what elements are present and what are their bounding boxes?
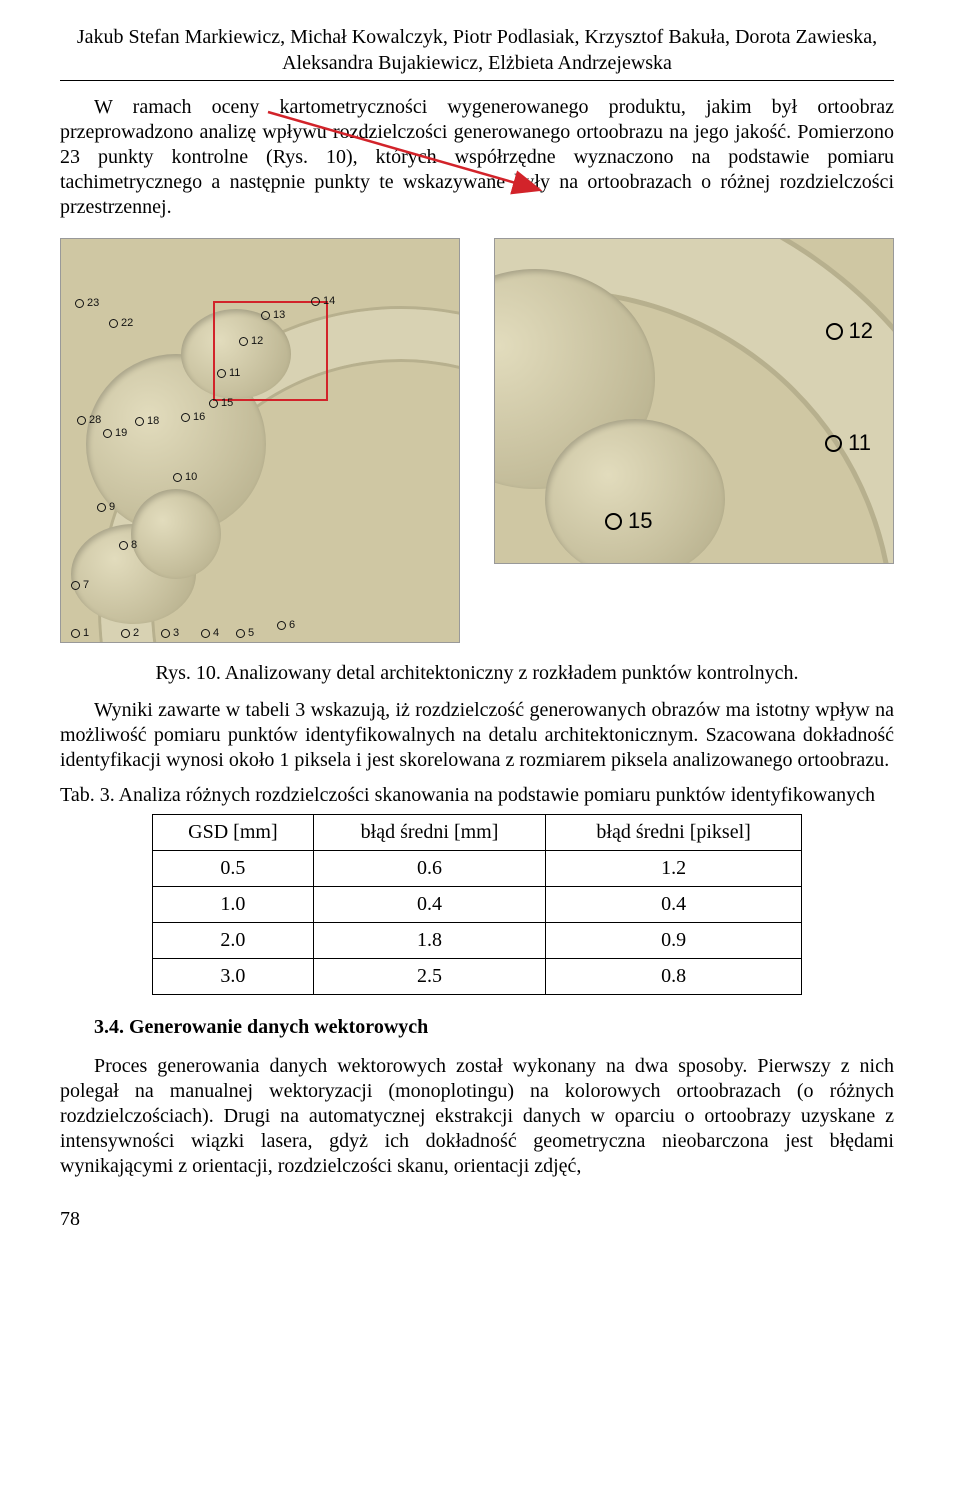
paragraph-3: Proces generowania danych wektorowych zo…: [60, 1054, 894, 1179]
point-9: 9: [97, 501, 115, 515]
col-err-pixel: błąd średni [piksel]: [545, 815, 801, 851]
table-header-row: GSD [mm] błąd średni [mm] błąd średni [p…: [152, 815, 802, 851]
table-3-caption: Tab. 3. Analiza różnych rozdzielczości s…: [60, 783, 894, 808]
figure-10-left: 23 22 13 14 12 11 28 19 18 16 15 10 9 8 …: [60, 238, 460, 643]
table-row: 2.0 1.8 0.9: [152, 923, 802, 959]
figure-10-container: 23 22 13 14 12 11 28 19 18 16 15 10 9 8 …: [60, 238, 894, 643]
col-gsd: GSD [mm]: [152, 815, 313, 851]
point-10: 10: [173, 471, 197, 485]
point-5: 5: [236, 627, 254, 641]
header-rule: [60, 80, 894, 81]
point-15: 15: [209, 397, 233, 411]
header-line-1: Jakub Stefan Markiewicz, Michał Kowalczy…: [77, 26, 877, 48]
point-1: 1: [71, 627, 89, 641]
point-big-15: 15: [605, 507, 652, 535]
paragraph-2: Wyniki zawarte w tabeli 3 wskazują, iż r…: [60, 698, 894, 773]
page-number: 78: [60, 1207, 894, 1232]
header-line-2: Aleksandra Bujakiewicz, Elżbieta Andrzej…: [282, 52, 672, 74]
point-big-12: 12: [826, 317, 873, 345]
point-22: 22: [109, 317, 133, 331]
point-23: 23: [75, 297, 99, 311]
table-row: 1.0 0.4 0.4: [152, 887, 802, 923]
point-big-11: 11: [825, 429, 871, 457]
point-7: 7: [71, 579, 89, 593]
point-3: 3: [161, 627, 179, 641]
point-14: 14: [311, 295, 335, 309]
paragraph-1: W ramach oceny kartometryczności wygener…: [60, 95, 894, 220]
section-3-4-heading: 3.4. Generowanie danych wektorowych: [94, 1015, 894, 1040]
point-13: 13: [261, 309, 285, 323]
table-3: GSD [mm] błąd średni [mm] błąd średni [p…: [152, 814, 803, 995]
point-12: 12: [239, 335, 263, 349]
point-6: 6: [277, 619, 295, 633]
point-2: 2: [121, 627, 139, 641]
col-err-mm: błąd średni [mm]: [314, 815, 546, 851]
point-4: 4: [201, 627, 219, 641]
point-11: 11: [217, 367, 240, 381]
table-row: 3.0 2.5 0.8: [152, 959, 802, 995]
table-row: 0.5 0.6 1.2: [152, 851, 802, 887]
point-16: 16: [181, 411, 205, 425]
point-19: 19: [103, 427, 127, 441]
point-8: 8: [119, 539, 137, 553]
figure-10-right: 12 11 15: [494, 238, 894, 564]
point-18: 18: [135, 415, 159, 429]
figure-10-caption: Rys. 10. Analizowany detal architektonic…: [60, 661, 894, 686]
point-28: 28: [77, 414, 101, 428]
running-header: Jakub Stefan Markiewicz, Michał Kowalczy…: [60, 24, 894, 76]
